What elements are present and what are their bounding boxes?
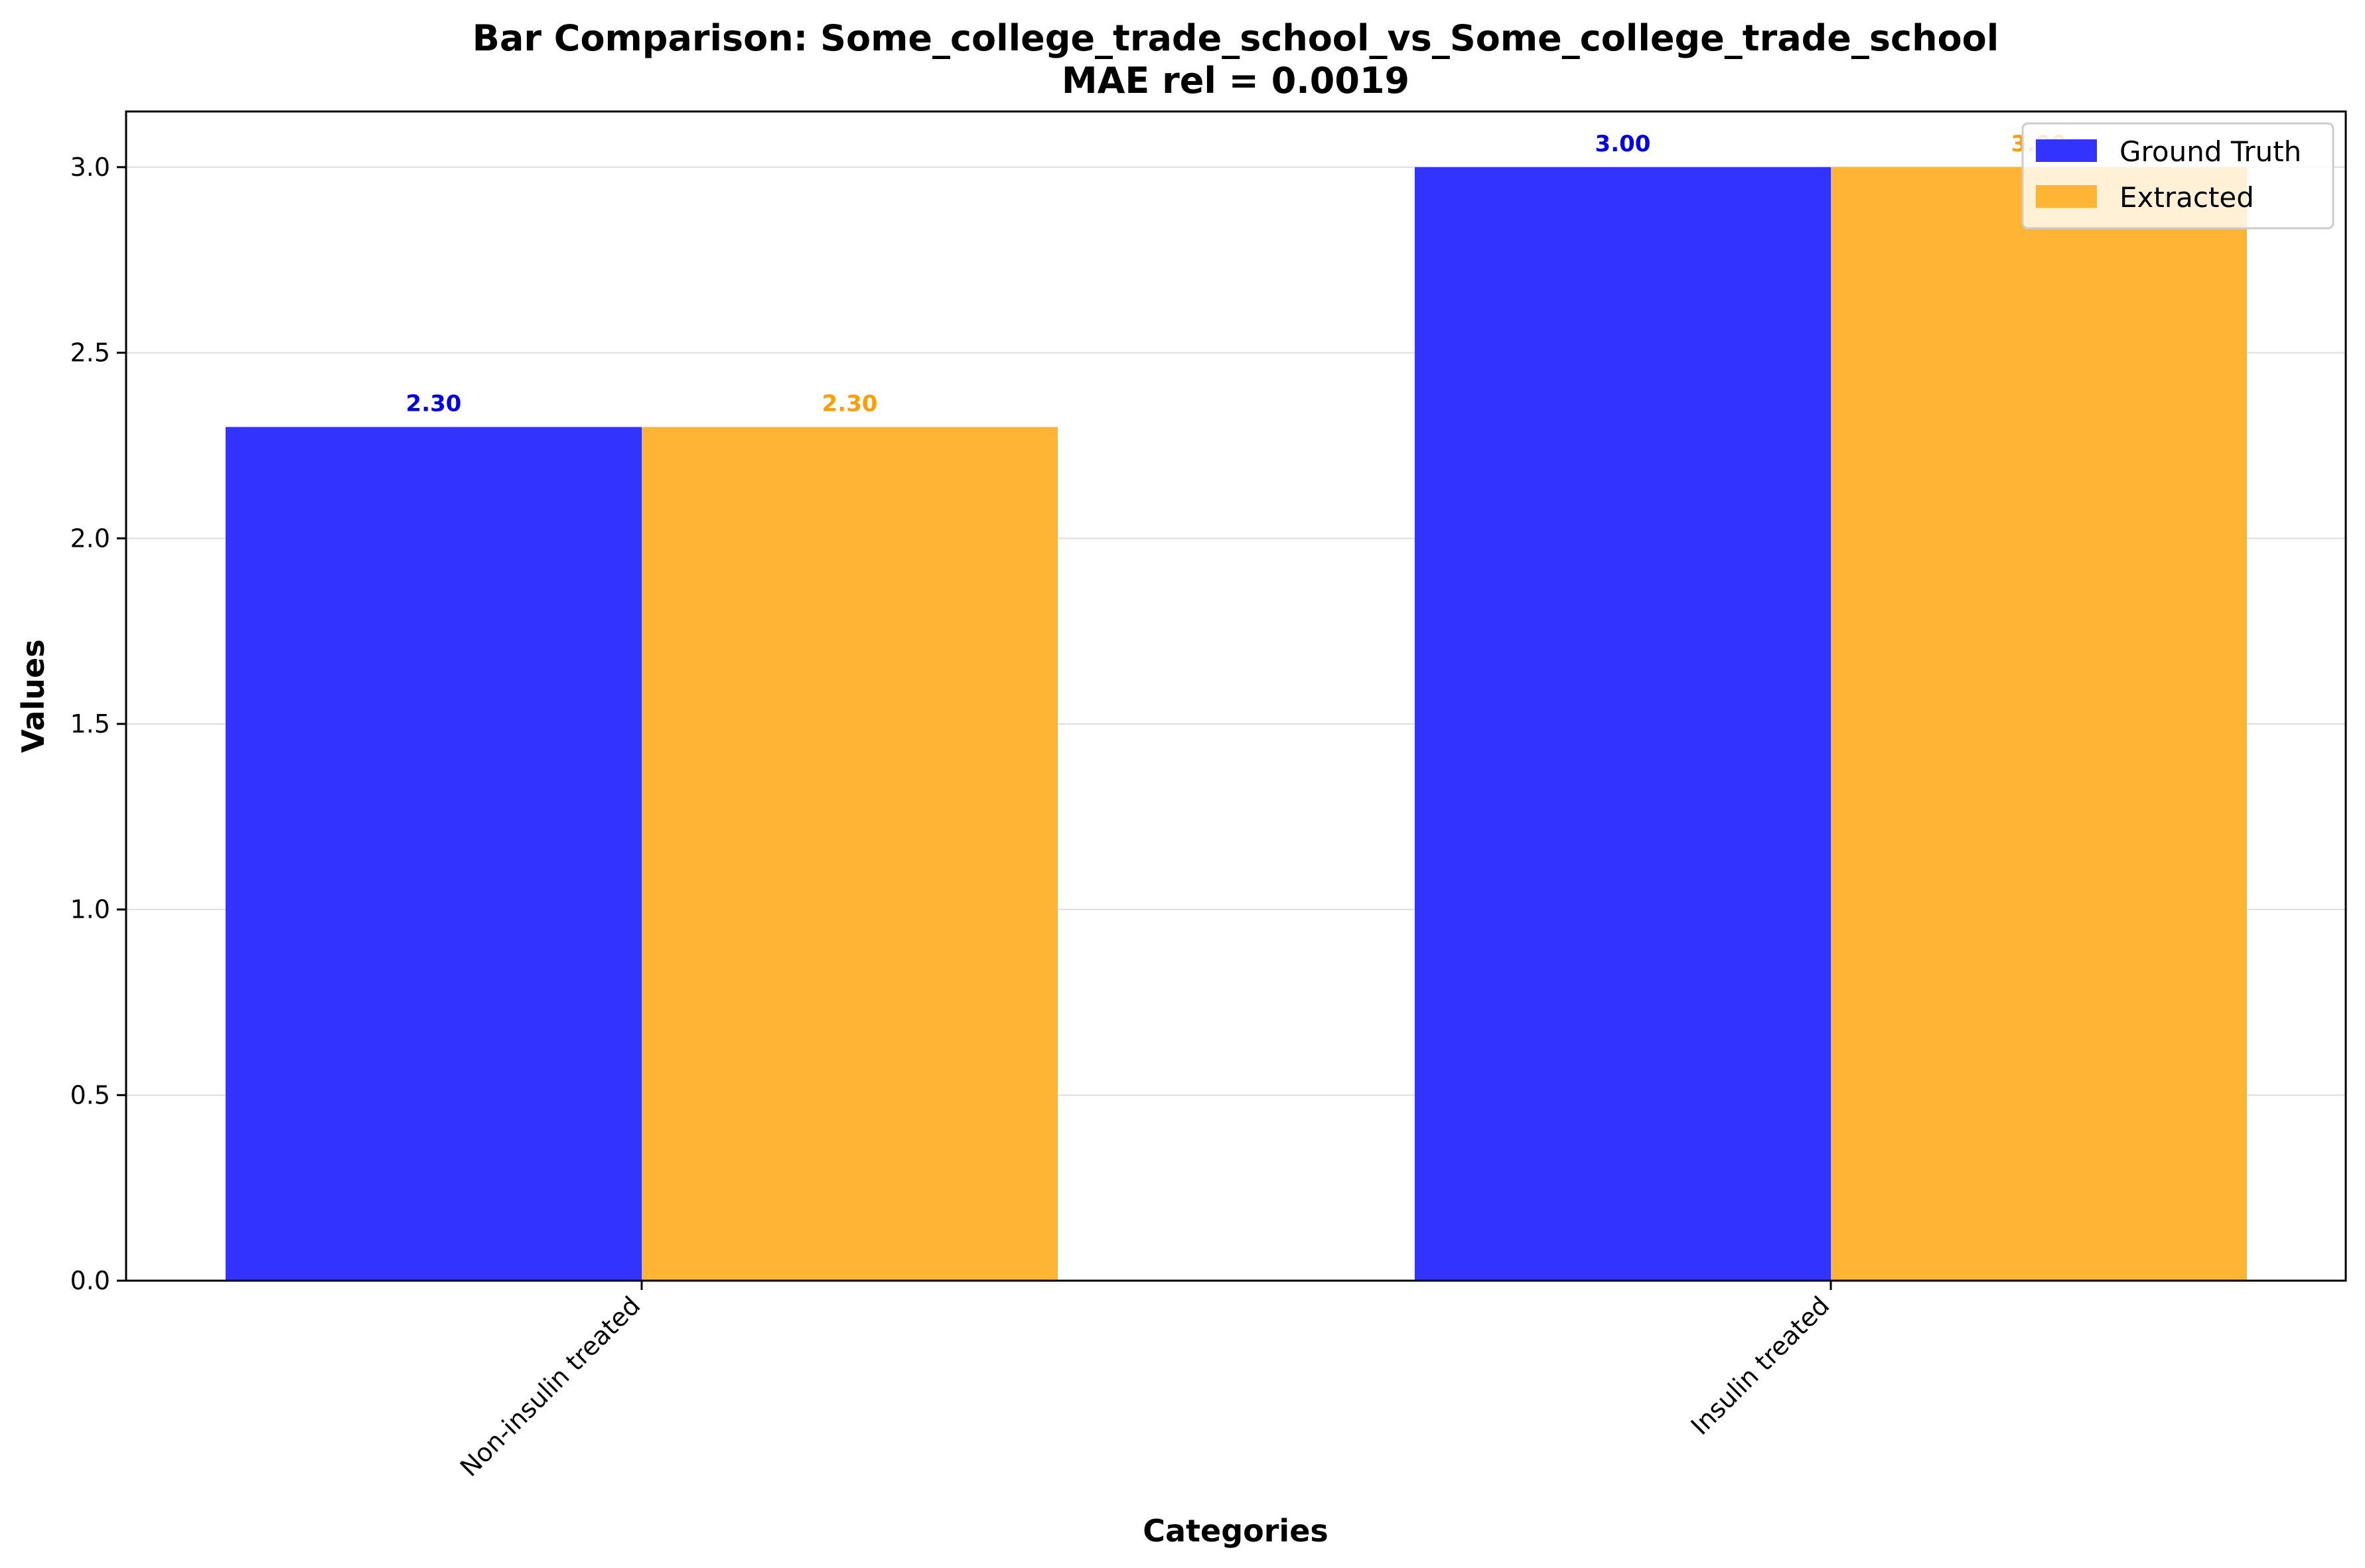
chart-title: Bar Comparison: Some_college_trade_schoo… [472,17,1999,59]
y-tick-label: 0.5 [70,1080,110,1109]
y-tick-label: 1.5 [70,709,110,739]
bar-extracted [642,427,1058,1281]
y-tick-label: 3.0 [70,153,110,182]
legend-box [2021,122,2334,230]
bar-value-label: 3.00 [1595,131,1651,157]
y-axis-label: Values [15,639,51,752]
legend-swatch-ground-truth [2036,139,2097,162]
y-tick-label: 2.0 [70,524,110,553]
chart-subtitle: MAE rel = 0.0019 [1062,60,1409,102]
legend-label-ground-truth: Ground Truth [2119,135,2301,168]
y-tick-label: 1.0 [70,895,110,924]
x-axis-label: Categories [1143,1513,1328,1549]
legend-swatch-extracted [2036,185,2097,208]
y-axis-ticks: 0.0 0.5 1.0 1.5 2.0 2.5 3.0 [70,153,126,1295]
bar-value-label: 2.30 [406,390,462,417]
bar-value-label: 2.30 [822,390,878,417]
bar-ground-truth [226,427,642,1281]
plot-frame [125,110,2347,1282]
legend-label-extracted: Extracted [2119,181,2254,214]
legend: Ground Truth Extracted [2021,122,2334,230]
y-tick-label: 2.5 [70,338,110,368]
y-tick-label: 0.0 [70,1266,110,1295]
bars [226,167,2247,1281]
bar-ground-truth [1415,167,1831,1281]
bar-value-labels: 2.303.002.303.00 [406,131,2067,417]
bar-extracted [1831,167,2247,1281]
